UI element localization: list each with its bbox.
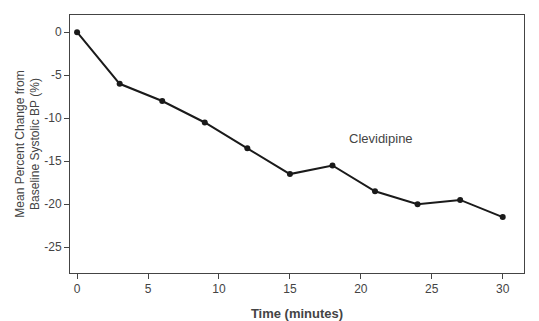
svg-text:10: 10 <box>212 282 226 296</box>
svg-text:-10: -10 <box>44 111 62 125</box>
svg-text:-5: -5 <box>51 68 62 82</box>
svg-text:-20: -20 <box>44 197 62 211</box>
svg-text:0: 0 <box>74 282 81 296</box>
svg-text:0: 0 <box>55 25 62 39</box>
svg-text:-25: -25 <box>44 240 62 254</box>
svg-text:25: 25 <box>425 282 439 296</box>
svg-text:Clevidipine: Clevidipine <box>349 131 413 146</box>
svg-text:Mean Percent Change fromBaseli: Mean Percent Change fromBaseline Systoli… <box>13 70 43 217</box>
svg-text:30: 30 <box>496 282 510 296</box>
svg-text:Time (minutes): Time (minutes) <box>251 306 343 321</box>
svg-text:5: 5 <box>145 282 152 296</box>
svg-text:20: 20 <box>354 282 368 296</box>
svg-text:15: 15 <box>283 282 297 296</box>
svg-text:-15: -15 <box>44 154 62 168</box>
